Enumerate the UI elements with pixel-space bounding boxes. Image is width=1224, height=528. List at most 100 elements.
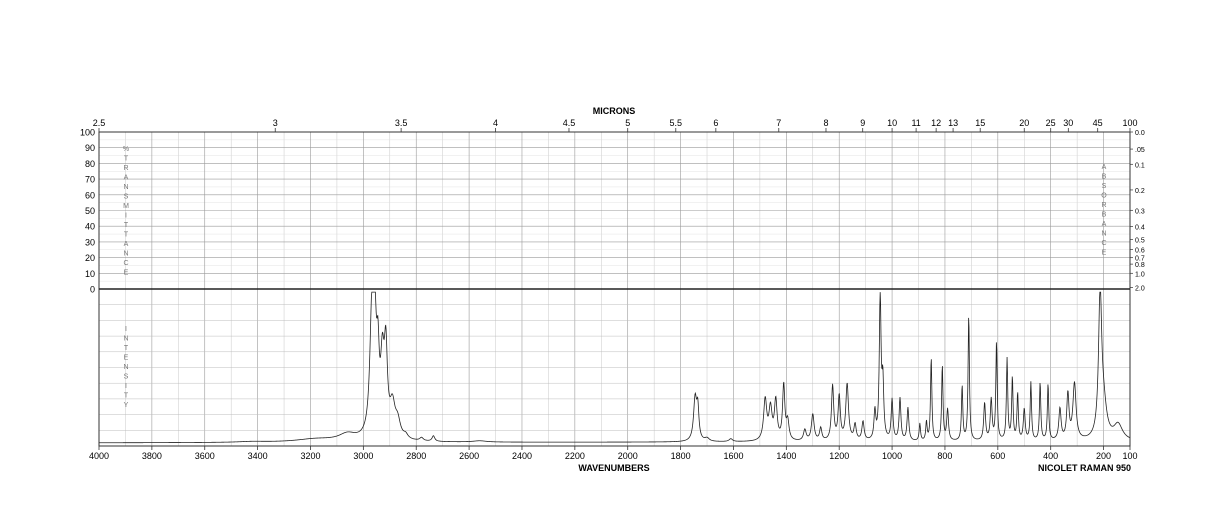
micron-tick-label: 20 — [1019, 118, 1029, 128]
absorbance-tick-label: 0.4 — [1135, 224, 1145, 231]
vertical-label-letter: I — [125, 383, 127, 390]
micron-tick-label: 12 — [931, 118, 941, 128]
micron-tick-label: 10 — [887, 118, 897, 128]
vertical-label-letter: A — [1102, 164, 1107, 171]
absorbance-tick-label: 2.0 — [1135, 285, 1145, 292]
micron-tick-label: 45 — [1093, 118, 1103, 128]
vertical-label-letter: I — [125, 213, 127, 220]
vertical-label-letter: S — [124, 194, 129, 201]
vertical-label-letter: R — [1101, 202, 1106, 209]
wavenumber-tick-label: 1800 — [671, 451, 691, 461]
vertical-label-letter: C — [1101, 240, 1106, 247]
vertical-label-letter: N — [123, 184, 128, 191]
absorbance-tick-label: 0.5 — [1135, 237, 1145, 244]
micron-tick-label: 4.5 — [563, 118, 576, 128]
wavenumbers-axis-title: WAVENUMBERS — [578, 463, 649, 473]
transmittance-tick-label: 40 — [85, 222, 95, 232]
absorbance-tick-label: 0.7 — [1135, 256, 1145, 263]
micron-tick-label: 100 — [1122, 118, 1137, 128]
vertical-label-letter: S — [1102, 183, 1107, 190]
vertical-label-letter: B — [1102, 212, 1107, 219]
wavenumber-tick-label: 1200 — [829, 451, 849, 461]
transmittance-tick-label: 50 — [85, 206, 95, 216]
vertical-label-letter: N — [1101, 231, 1106, 238]
tick-labels: 4000 3800 3600 3400 3200 3000 2800 2600 2400 2200… — [80, 118, 1145, 461]
wavenumber-tick-label: 3400 — [248, 451, 268, 461]
vertical-label-letter: O — [1101, 193, 1107, 200]
micron-tick-label: 25 — [1046, 118, 1056, 128]
wavenumber-tick-label: 2200 — [565, 451, 585, 461]
vertical-label-letter: A — [1102, 221, 1107, 228]
wavenumber-tick-label: 200 — [1096, 451, 1111, 461]
vertical-label-letter: Y — [124, 402, 129, 409]
micron-tick-label: 13 — [948, 118, 958, 128]
micron-tick-label: 11 — [911, 118, 920, 128]
wavenumber-tick-label: 600 — [990, 451, 1005, 461]
transmittance-tick-label: 0 — [90, 285, 95, 295]
vertical-label-letter: E — [124, 355, 129, 362]
spectrum-line — [99, 291, 1131, 444]
wavenumber-tick-label: 2000 — [618, 451, 638, 461]
wavenumber-tick-label: 2400 — [512, 451, 532, 461]
micron-tick-label: 4 — [493, 118, 498, 128]
micron-tick-label: 15 — [975, 118, 985, 128]
wavenumber-tick-label: 2800 — [406, 451, 426, 461]
wavenumber-tick-label: 3600 — [195, 451, 215, 461]
vertical-label-letter: T — [124, 222, 129, 229]
microns-axis-title: MICRONS — [593, 106, 636, 116]
wavenumber-tick-label: 3800 — [142, 451, 162, 461]
micron-tick-label: 3.5 — [395, 118, 408, 128]
transmittance-tick-label: 100 — [80, 128, 95, 138]
vertical-label-letter: T — [124, 232, 129, 239]
micron-tick-label: 9 — [860, 118, 865, 128]
vertical-label-letter: T — [124, 393, 129, 400]
vertical-label-letter: R — [123, 165, 128, 172]
wavenumber-tick-label: 4000 — [89, 451, 109, 461]
micron-tick-label: 7 — [776, 118, 781, 128]
wavenumber-tick-label: 400 — [1043, 451, 1058, 461]
instrument-label: NICOLET RAMAN 950 — [1038, 463, 1131, 473]
micron-tick-label: 3 — [273, 118, 278, 128]
vertical-label-letter: A — [124, 241, 129, 248]
vertical-label-letter: E — [1102, 250, 1107, 257]
absorbance-tick-label: 0.8 — [1135, 262, 1145, 269]
wavenumber-tick-label: 3200 — [300, 451, 320, 461]
vertical-label-letter: N — [123, 364, 128, 371]
micron-tick-label: 30 — [1063, 118, 1073, 128]
absorbance-tick-label: 0.3 — [1135, 208, 1145, 215]
vertical-label-letter: M — [123, 203, 129, 210]
wavenumber-tick-label: 1000 — [882, 451, 902, 461]
vertical-label-letter: B — [1102, 174, 1107, 181]
micron-tick-label: 6 — [713, 118, 718, 128]
vertical-label-letter: S — [124, 374, 129, 381]
vertical-label-letter: T — [124, 345, 129, 352]
vertical-label-letter: E — [124, 270, 129, 277]
vertical-label-letter: % — [123, 146, 129, 153]
vertical-label-letter: I — [125, 326, 127, 333]
absorbance-tick-label: 0.6 — [1135, 248, 1145, 255]
vertical-label-letter: C — [123, 260, 128, 267]
micron-tick-label: 8 — [823, 118, 828, 128]
micron-tick-label: 2.5 — [93, 118, 106, 128]
transmittance-tick-label: 70 — [85, 175, 95, 185]
absorbance-tick-label: 1.0 — [1135, 271, 1145, 278]
transmittance-tick-label: 90 — [85, 143, 95, 153]
wavenumber-tick-label: 100 — [1122, 451, 1137, 461]
micron-tick-label: 5.5 — [670, 118, 683, 128]
transmittance-tick-label: 30 — [85, 237, 95, 247]
transmittance-tick-label: 60 — [85, 190, 95, 200]
vertical-label-letter: A — [124, 175, 129, 182]
transmittance-tick-label: 80 — [85, 159, 95, 169]
vertical-label-letter: N — [123, 336, 128, 343]
wavenumber-tick-label: 2600 — [459, 451, 479, 461]
wavenumber-tick-label: 3000 — [353, 451, 373, 461]
wavenumber-tick-label: 1400 — [776, 451, 796, 461]
vertical-label-letter: T — [124, 156, 129, 163]
wavenumber-tick-label: 800 — [937, 451, 952, 461]
transmittance-tick-label: 20 — [85, 253, 95, 263]
absorbance-tick-label: 0.0 — [1135, 130, 1145, 137]
plot-frames — [98, 131, 1131, 447]
